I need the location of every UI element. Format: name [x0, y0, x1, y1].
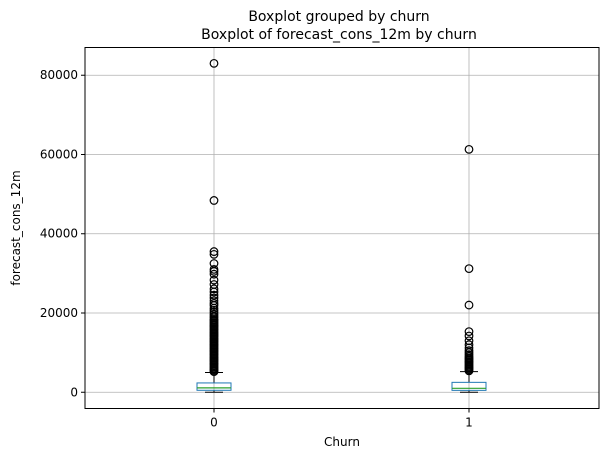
outlier-point [209, 259, 219, 268]
outlier-point [464, 336, 474, 346]
outlier-point [209, 296, 219, 306]
y-tick-label: 20000 [40, 306, 78, 320]
y-tick-label: 40000 [40, 227, 78, 241]
outlier-point [209, 299, 219, 308]
outlier-point [209, 196, 219, 205]
x-tick-label: 0 [210, 416, 218, 430]
outlier-point [464, 346, 474, 356]
outlier-point [209, 269, 219, 279]
box-iqr [196, 382, 232, 391]
outlier-point [209, 58, 219, 68]
outlier-point [209, 249, 219, 259]
chart-subtitle: Boxplot of forecast_cons_12m by churn [201, 27, 477, 43]
plot-area [196, 58, 487, 393]
y-tick-label: 60000 [40, 147, 78, 161]
axes-frame [84, 47, 600, 409]
outlier-point [464, 340, 474, 350]
box-iqr [451, 381, 487, 391]
grid-lines [85, 47, 599, 409]
y-tick-label: 0 [70, 385, 78, 399]
outlier-point [464, 331, 474, 341]
outlier-point [209, 284, 219, 294]
box-group-1 [451, 144, 487, 393]
outlier-point [209, 290, 219, 300]
outlier-point [209, 280, 219, 289]
box-group-0 [196, 58, 232, 393]
y-axis-label: forecast_cons_12m [9, 170, 23, 285]
outlier-point [464, 300, 474, 310]
outlier-point [209, 247, 219, 256]
y-axis-ticks: 0 20000 40000 60000 80000 [40, 68, 85, 399]
x-axis-label: Churn [324, 435, 360, 449]
outlier-point [209, 275, 219, 285]
outlier-point [464, 144, 474, 154]
x-tick-label: 1 [465, 416, 473, 430]
outlier-point [464, 264, 474, 274]
outlier-point [464, 327, 474, 337]
chart-title: Boxplot grouped by churn [248, 9, 429, 25]
outlier-point [209, 293, 219, 303]
y-tick-label: 80000 [40, 68, 78, 82]
outlier-point [209, 265, 219, 274]
